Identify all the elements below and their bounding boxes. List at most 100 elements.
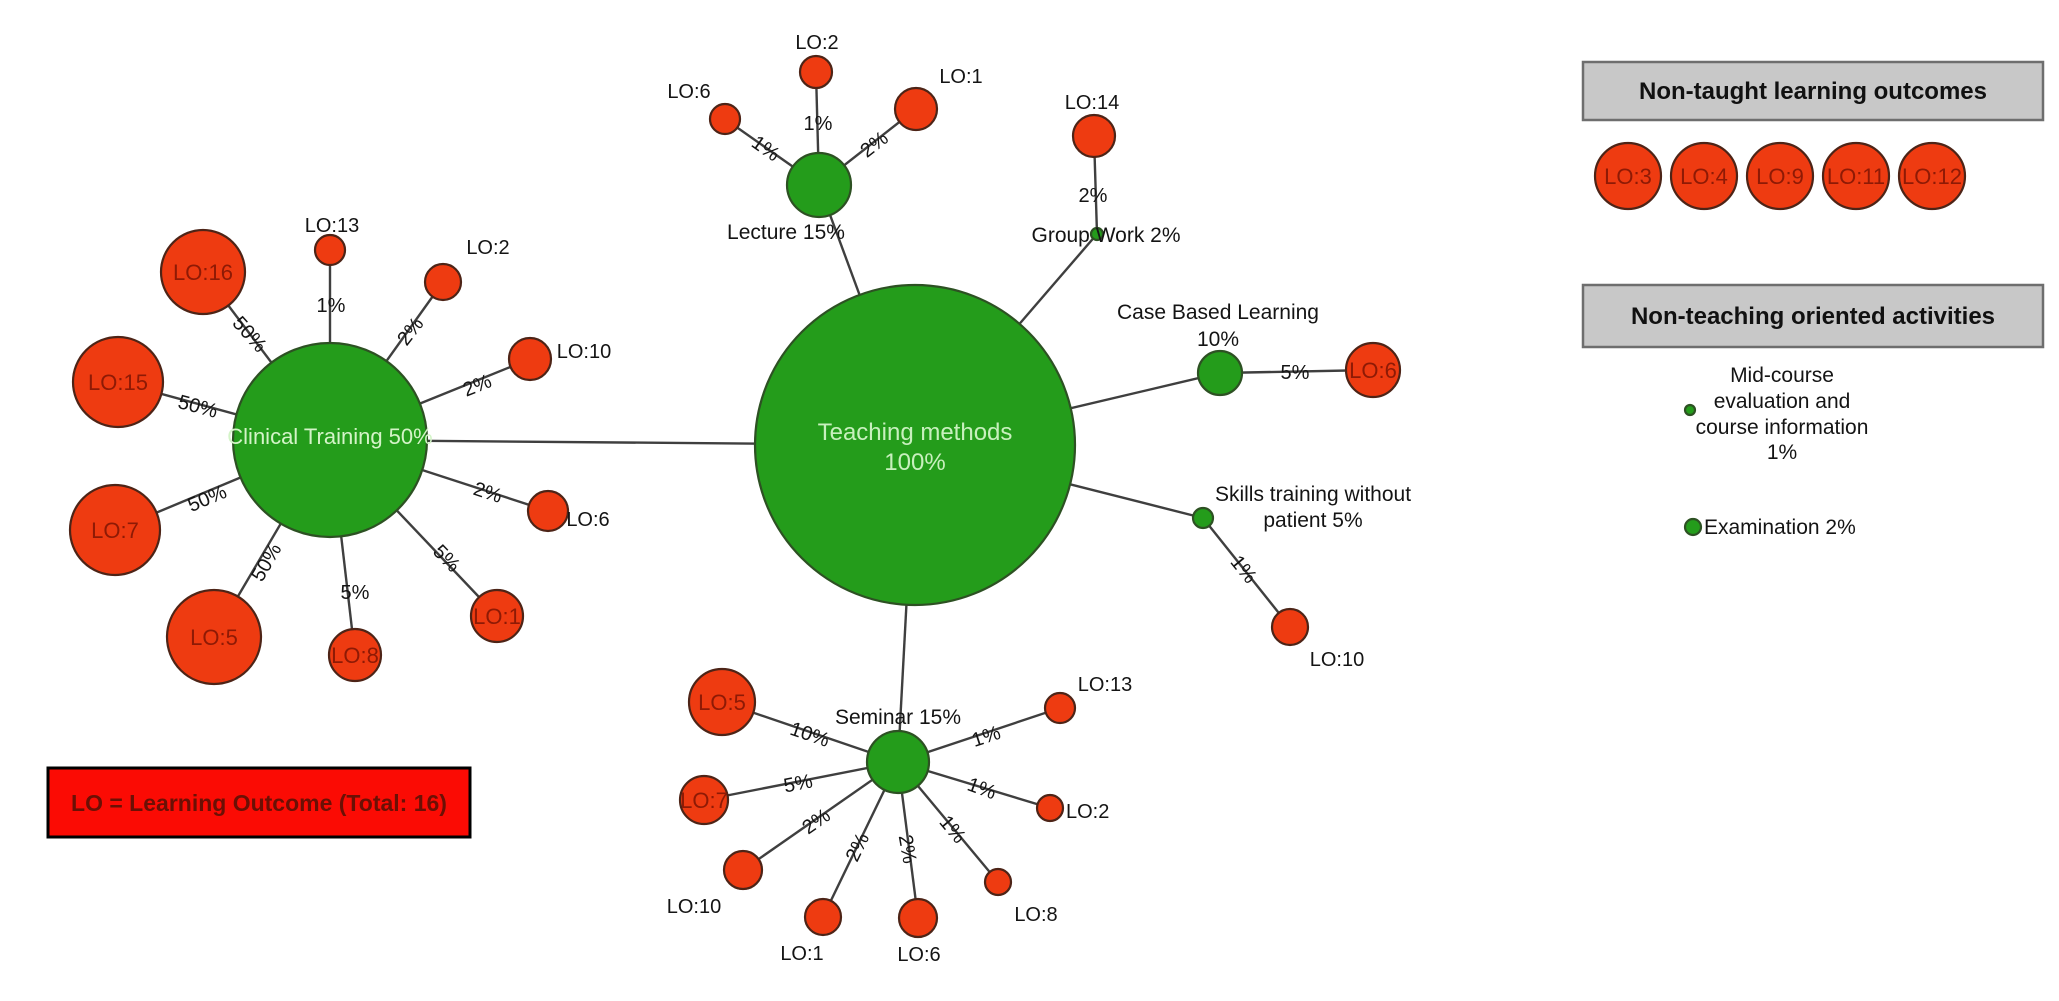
nontaught-lo4-label: LO:4	[1680, 164, 1728, 189]
lecture-lo6-node	[708, 102, 742, 136]
lecture-lo1-label: LO:1	[939, 66, 982, 88]
non-taught-header-box	[1581, 60, 2045, 122]
clinical-lo1-label: LO:1	[473, 604, 521, 629]
skills-lo10-label: LO:10	[1310, 649, 1364, 671]
examination-dot	[1683, 517, 1703, 537]
case-based-learning-node	[1196, 349, 1244, 397]
nontaught-lo12-node	[1897, 141, 1967, 211]
skills-label-line2: patient 5%	[1263, 509, 1362, 532]
nontaught-lo12-label: LO:12	[1902, 164, 1962, 189]
seminar-lo7-label: LO:7	[680, 788, 728, 813]
mid-course-line3: course information	[1696, 416, 1869, 439]
clinical-lo15-label: LO:15	[88, 370, 148, 395]
nodes	[68, 54, 1402, 939]
lecture-lo2-label: LO:2	[795, 32, 838, 54]
nontaught-lo3-label: LO:3	[1604, 164, 1652, 189]
lecture-label: Lecture 15%	[727, 221, 845, 244]
mid-course-line2: evaluation and	[1714, 390, 1851, 413]
groupwork-lo14-node	[1071, 113, 1117, 159]
clinical-lo6-node	[526, 489, 570, 533]
pct-seminar-lo2: 1%	[964, 774, 999, 805]
seminar-lo1-node	[803, 897, 843, 937]
clinical-lo6-label: LO:6	[566, 509, 609, 531]
legend: LO = Learning Outcome (Total: 16)	[46, 766, 472, 839]
seminar-lo5-node	[687, 667, 757, 737]
clinical-lo16-label: LO:16	[173, 260, 233, 285]
pct-clinical-lo13: 1%	[317, 295, 346, 317]
non-teaching-header: Non-teaching oriented activities	[1631, 303, 1995, 330]
pct-clinical-lo8: 5%	[341, 582, 370, 604]
teaching-methods-label-line1: Teaching methods	[818, 419, 1013, 446]
edge-skills-lo10	[1202, 517, 1291, 628]
nontaught-lo3-node	[1593, 141, 1663, 211]
clinical-lo2-node	[423, 262, 463, 302]
teaching-methods-node	[753, 283, 1077, 607]
clinical-lo5-node	[165, 588, 263, 686]
seminar-lo10-label: LO:10	[667, 896, 721, 918]
lecture-lo1-node	[893, 86, 939, 132]
seminar-lo13-label: LO:13	[1078, 674, 1132, 696]
seminar-lo8-node	[983, 867, 1013, 897]
seminar-lo6-label: LO:6	[897, 944, 940, 966]
clinical-lo5-label: LO:5	[190, 625, 238, 650]
non-taught-panel: Non-taught learning outcomes LO:3 LO:4 L…	[1581, 60, 2045, 211]
examination-label: Examination 2%	[1704, 516, 1856, 539]
teaching-methods-label-line2: 100%	[884, 449, 945, 476]
clinical-lo16-node	[159, 228, 247, 316]
nontaught-lo11-label: LO:11	[1827, 164, 1885, 189]
clinical-lo10-label: LO:10	[557, 341, 611, 363]
non-taught-header: Non-taught learning outcomes	[1639, 78, 1987, 105]
seminar-node	[865, 729, 931, 795]
legend-box	[46, 766, 472, 839]
clinical-training-node	[231, 341, 429, 539]
clinical-lo15-node	[71, 335, 165, 429]
nontaught-lo4-node	[1669, 141, 1739, 211]
case-based-label-line1: Case Based Learning	[1117, 301, 1319, 324]
seminar-lo2-node	[1035, 793, 1065, 823]
pct-clinical-lo15: 50%	[176, 391, 221, 423]
pct-groupwork-lo14: 2%	[1079, 185, 1108, 207]
pct-casebased-lo6: 5%	[1281, 362, 1310, 384]
seminar-lo1-label: LO:1	[780, 943, 823, 965]
non-teaching-panel: Non-teaching oriented activities Mid-cou…	[1581, 283, 2045, 539]
lecture-node	[785, 151, 853, 219]
seminar-lo10-node	[722, 849, 764, 891]
pct-seminar-lo1: 2%	[842, 829, 875, 865]
seminar-lo13-node	[1043, 691, 1077, 725]
clinical-lo10-node	[507, 336, 553, 382]
pct-clinical-lo1: 5%	[428, 541, 464, 577]
seminar-lo2-label: LO:2	[1066, 801, 1109, 823]
mid-course-line1: Mid-course	[1730, 364, 1834, 387]
pct-clinical-lo16: 50%	[228, 312, 271, 357]
group-work-label: Group Work 2%	[1032, 224, 1181, 247]
clinical-lo8-label: LO:8	[331, 643, 379, 668]
pct-seminar-lo7: 5%	[782, 770, 815, 797]
pct-lecture-lo2: 1%	[804, 113, 833, 135]
pct-lecture-lo6: 1%	[747, 132, 783, 167]
group-work-node	[1089, 226, 1105, 242]
mid-course-line4: 1%	[1767, 441, 1797, 464]
casebased-lo6-label: LO:6	[1349, 358, 1397, 383]
clinical-lo1-node	[469, 588, 525, 644]
clinical-lo8-node	[327, 627, 383, 683]
pct-clinical-lo7: 50%	[185, 481, 231, 517]
pct-seminar-lo13: 1%	[969, 722, 1003, 752]
skills-label-line1: Skills training without	[1215, 483, 1411, 506]
casebased-lo6-node	[1344, 341, 1402, 399]
nontaught-lo11-node	[1821, 141, 1891, 211]
nontaught-lo9-label: LO:9	[1756, 164, 1804, 189]
nontaught-lo9-node	[1745, 141, 1815, 211]
pct-seminar-lo5: 10%	[787, 718, 832, 752]
clinical-lo7-label: LO:7	[91, 518, 139, 543]
clinical-lo13-label: LO:13	[305, 215, 359, 237]
clinical-lo7-node	[68, 483, 162, 577]
legend-text: LO = Learning Outcome (Total: 16)	[71, 790, 447, 816]
non-teaching-header-box	[1581, 283, 2045, 349]
seminar-lo6-node	[897, 897, 939, 939]
seminar-lo8-label: LO:8	[1014, 904, 1057, 926]
lecture-lo2-node	[798, 54, 834, 90]
pct-clinical-lo6: 2%	[471, 478, 505, 508]
case-based-label-line2: 10%	[1197, 328, 1239, 351]
lecture-lo6-label: LO:6	[667, 81, 710, 103]
